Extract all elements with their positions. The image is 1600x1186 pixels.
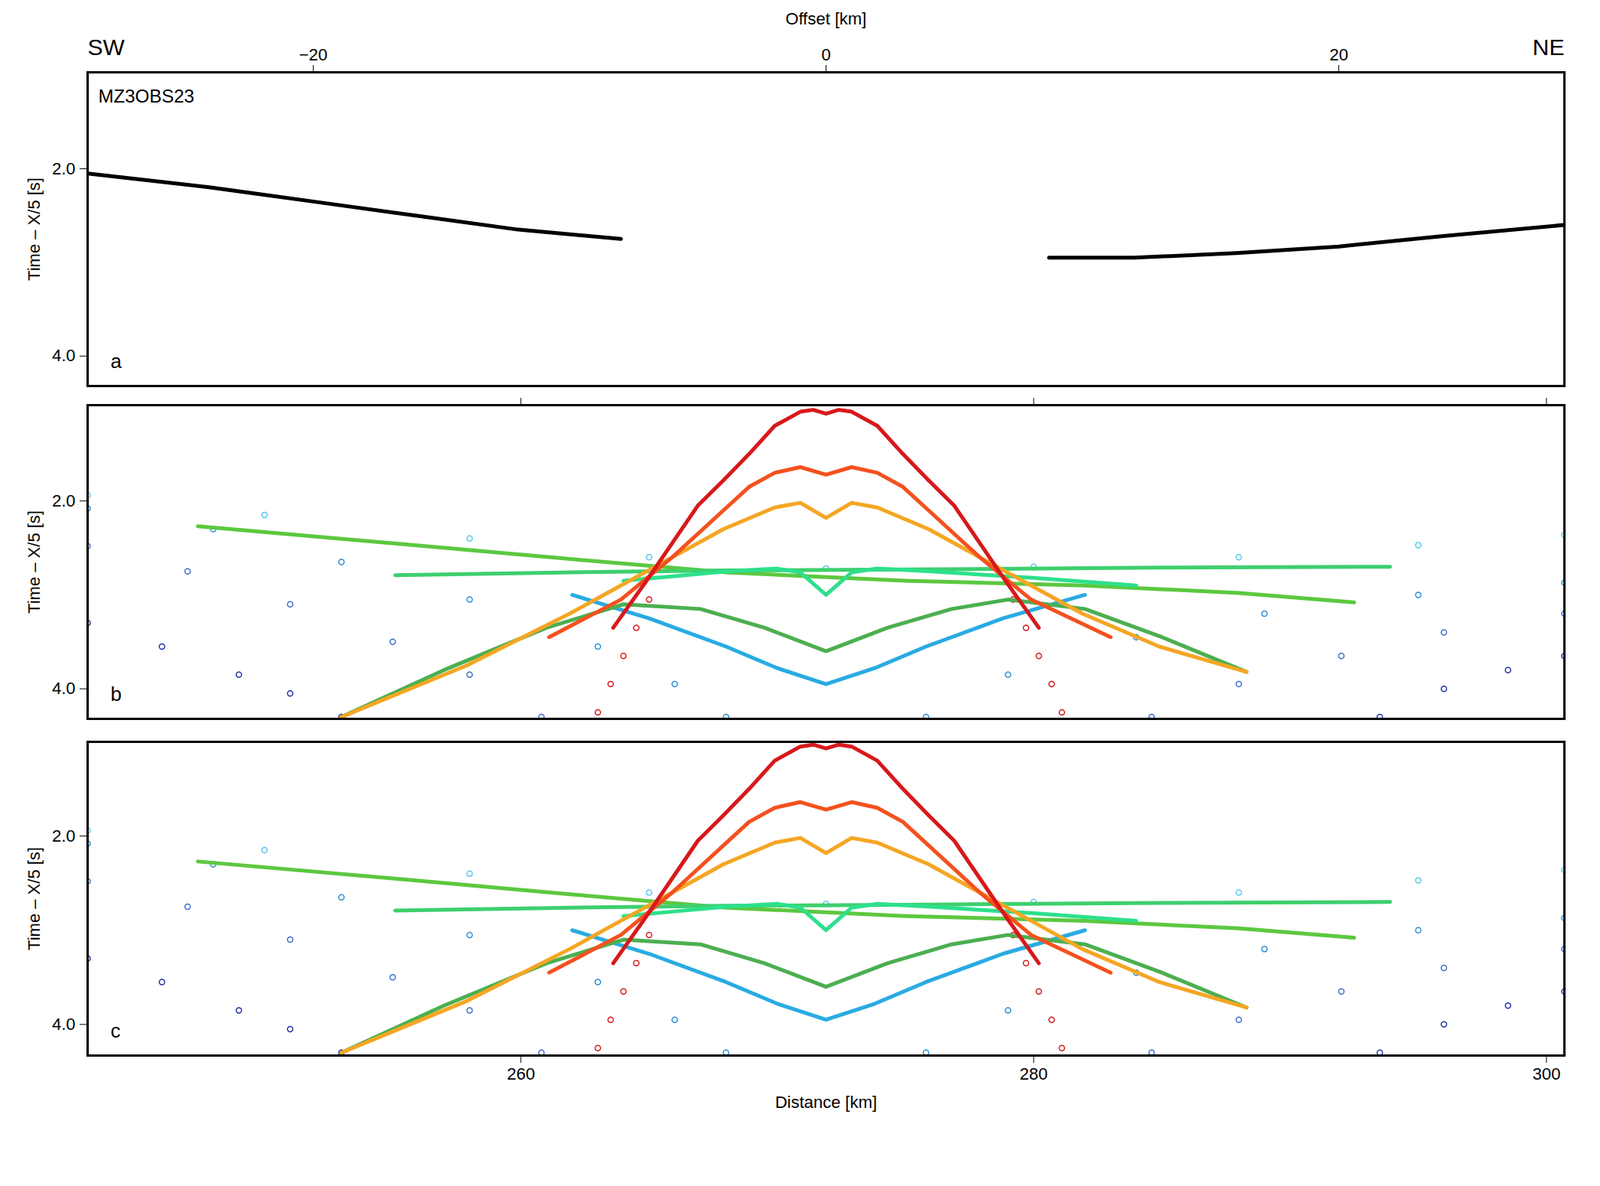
svg-text:4.0: 4.0 — [52, 1014, 76, 1034]
svg-text:280: 280 — [1019, 1064, 1049, 1084]
svg-text:SW: SW — [87, 34, 126, 60]
svg-text:260: 260 — [506, 1064, 535, 1084]
svg-text:Time – X/5 [s]: Time – X/5 [s] — [24, 510, 44, 614]
svg-text:a: a — [110, 349, 123, 373]
svg-text:20: 20 — [1329, 45, 1348, 65]
svg-text:Time – X/5 [s]: Time – X/5 [s] — [24, 177, 44, 281]
svg-text:MZ3OBS23: MZ3OBS23 — [98, 85, 195, 107]
svg-text:c: c — [110, 1019, 121, 1043]
svg-text:2.0: 2.0 — [52, 159, 76, 179]
svg-text:4.0: 4.0 — [52, 678, 76, 698]
svg-text:Time – X/5 [s]: Time – X/5 [s] — [24, 847, 44, 951]
svg-text:4.0: 4.0 — [52, 345, 76, 365]
svg-text:Distance [km]: Distance [km] — [775, 1092, 877, 1112]
svg-text:Offset [km]: Offset [km] — [785, 9, 867, 29]
svg-text:300: 300 — [1532, 1064, 1561, 1084]
svg-text:NE: NE — [1532, 34, 1565, 60]
svg-text:2.0: 2.0 — [52, 491, 76, 511]
svg-text:0: 0 — [821, 45, 831, 65]
svg-text:−20: −20 — [299, 45, 328, 65]
svg-text:2.0: 2.0 — [52, 826, 76, 846]
svg-text:b: b — [110, 682, 122, 706]
